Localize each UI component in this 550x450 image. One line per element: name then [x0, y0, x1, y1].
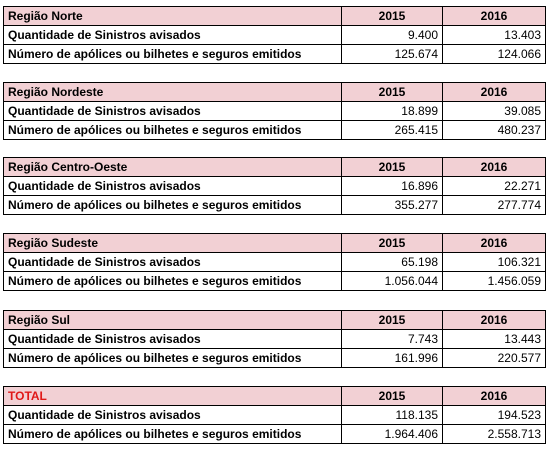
year-header-2016: 2016: [442, 310, 546, 330]
row-label-apolices: Número de apólices ou bilhetes e seguros…: [3, 271, 342, 291]
cell-sinistros-2016: 194.523: [442, 405, 546, 425]
cell-apolices-2015: 355.277: [341, 195, 443, 215]
cell-apolices-2016: 1.456.059: [442, 271, 546, 291]
year-header-2016: 2016: [442, 157, 546, 177]
table-row: Número de apólices ou bilhetes e seguros…: [3, 424, 546, 444]
region-name: Região Nordeste: [3, 82, 342, 102]
row-label-sinistros: Quantidade de Sinistros avisados: [3, 176, 342, 196]
table-header-row: Região Norte 2015 2016: [3, 6, 546, 26]
table-row: Número de apólices ou bilhetes e seguros…: [3, 44, 546, 64]
year-header-2016: 2016: [442, 82, 546, 102]
region-name: Região Sudeste: [3, 233, 342, 253]
row-label-sinistros: Quantidade de Sinistros avisados: [3, 101, 342, 121]
cell-sinistros-2015: 18.899: [341, 101, 443, 121]
region-name: Região Norte: [3, 6, 342, 26]
cell-sinistros-2015: 16.896: [341, 176, 443, 196]
cell-sinistros-2015: 118.135: [341, 405, 443, 425]
row-label-apolices: Número de apólices ou bilhetes e seguros…: [3, 44, 342, 64]
table-row: Quantidade de Sinistros avisados 9.400 1…: [3, 25, 546, 45]
cell-sinistros-2016: 22.271: [442, 176, 546, 196]
year-header-2016: 2016: [442, 6, 546, 26]
table-row: Quantidade de Sinistros avisados 16.896 …: [3, 176, 546, 196]
cell-sinistros-2016: 13.443: [442, 329, 546, 349]
cell-apolices-2016: 480.237: [442, 120, 546, 140]
row-label-apolices: Número de apólices ou bilhetes e seguros…: [3, 424, 342, 444]
table-row: Número de apólices ou bilhetes e seguros…: [3, 348, 546, 368]
row-label-apolices: Número de apólices ou bilhetes e seguros…: [3, 195, 342, 215]
cell-sinistros-2016: 39.085: [442, 101, 546, 121]
year-header-2015: 2015: [341, 386, 443, 406]
cell-apolices-2016: 220.577: [442, 348, 546, 368]
region-table-nordeste: Região Nordeste 2015 2016 Quantidade de …: [3, 82, 546, 140]
year-header-2015: 2015: [341, 157, 443, 177]
cell-apolices-2016: 2.558.713: [442, 424, 546, 444]
table-row: Número de apólices ou bilhetes e seguros…: [3, 195, 546, 215]
cell-apolices-2015: 161.996: [341, 348, 443, 368]
year-header-2015: 2015: [341, 6, 443, 26]
table-header-row: Região Nordeste 2015 2016: [3, 82, 546, 102]
total-table: TOTAL 2015 2016 Quantidade de Sinistros …: [3, 386, 546, 444]
year-header-2015: 2015: [341, 233, 443, 253]
table-row: Número de apólices ou bilhetes e seguros…: [3, 120, 546, 140]
cell-sinistros-2015: 65.198: [341, 252, 443, 272]
cell-apolices-2015: 125.674: [341, 44, 443, 64]
cell-apolices-2015: 265.415: [341, 120, 443, 140]
table-row: Quantidade de Sinistros avisados 18.899 …: [3, 101, 546, 121]
table-header-row: Região Sul 2015 2016: [3, 310, 546, 330]
year-header-2015: 2015: [341, 82, 443, 102]
table-row: Número de apólices ou bilhetes e seguros…: [3, 271, 546, 291]
year-header-2016: 2016: [442, 233, 546, 253]
total-label: TOTAL: [3, 386, 342, 406]
cell-sinistros-2016: 13.403: [442, 25, 546, 45]
row-label-apolices: Número de apólices ou bilhetes e seguros…: [3, 348, 342, 368]
cell-sinistros-2015: 9.400: [341, 25, 443, 45]
table-row: Quantidade de Sinistros avisados 7.743 1…: [3, 329, 546, 349]
table-header-row: Região Sudeste 2015 2016: [3, 233, 546, 253]
year-header-2015: 2015: [341, 310, 443, 330]
region-name: Região Centro-Oeste: [3, 157, 342, 177]
cell-apolices-2015: 1.964.406: [341, 424, 443, 444]
table-header-row: TOTAL 2015 2016: [3, 386, 546, 406]
table-header-row: Região Centro-Oeste 2015 2016: [3, 157, 546, 177]
row-label-sinistros: Quantidade de Sinistros avisados: [3, 329, 342, 349]
table-row: Quantidade de Sinistros avisados 65.198 …: [3, 252, 546, 272]
cell-sinistros-2016: 106.321: [442, 252, 546, 272]
cell-apolices-2015: 1.056.044: [341, 271, 443, 291]
row-label-apolices: Número de apólices ou bilhetes e seguros…: [3, 120, 342, 140]
row-label-sinistros: Quantidade de Sinistros avisados: [3, 25, 342, 45]
year-header-2016: 2016: [442, 386, 546, 406]
cell-apolices-2016: 124.066: [442, 44, 546, 64]
row-label-sinistros: Quantidade de Sinistros avisados: [3, 252, 342, 272]
table-row: Quantidade de Sinistros avisados 118.135…: [3, 405, 546, 425]
region-table-norte: Região Norte 2015 2016 Quantidade de Sin…: [3, 6, 546, 64]
region-table-sudeste: Região Sudeste 2015 2016 Quantidade de S…: [3, 233, 546, 291]
cell-apolices-2016: 277.774: [442, 195, 546, 215]
region-name: Região Sul: [3, 310, 342, 330]
region-table-sul: Região Sul 2015 2016 Quantidade de Sinis…: [3, 310, 546, 368]
row-label-sinistros: Quantidade de Sinistros avisados: [3, 405, 342, 425]
region-table-centro-oeste: Região Centro-Oeste 2015 2016 Quantidade…: [3, 157, 546, 215]
cell-sinistros-2015: 7.743: [341, 329, 443, 349]
